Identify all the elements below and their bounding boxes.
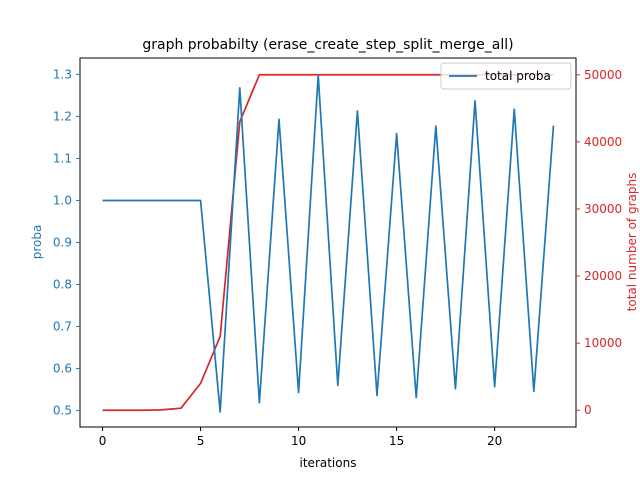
y-left-tick-label: 1.2 <box>53 109 72 123</box>
y-axis-right: 0 10000 20000 30000 40000 50000 <box>576 68 622 417</box>
x-tick-label: 10 <box>291 434 306 448</box>
y-left-tick-label: 0.9 <box>53 236 72 250</box>
y-left-tick-label: 0.5 <box>53 404 72 418</box>
x-axis: 0 5 10 15 20 <box>99 427 502 448</box>
y-left-tick-label: 1.0 <box>53 193 72 207</box>
chart-title: graph probabilty (erase_create_step_spli… <box>142 37 513 53</box>
y-left-tick-label: 0.6 <box>53 362 72 376</box>
y-left-tick-label: 1.1 <box>53 151 72 165</box>
x-tick-label: 5 <box>197 434 205 448</box>
y-axis-label-left: proba <box>30 225 44 260</box>
y-left-tick-label: 1.3 <box>53 67 72 81</box>
y-right-tick-label: 20000 <box>584 269 622 283</box>
y-right-tick-label: 30000 <box>584 202 622 216</box>
y-right-tick-label: 50000 <box>584 68 622 82</box>
y-right-tick-label: 0 <box>584 403 592 417</box>
x-tick-label: 15 <box>389 434 404 448</box>
legend-box <box>440 62 572 90</box>
y-axis-label-right: total number of graphs <box>625 173 639 312</box>
x-tick-label: 20 <box>487 434 502 448</box>
y-left-tick-label: 0.7 <box>53 320 72 334</box>
y-right-tick-label: 40000 <box>584 135 622 149</box>
series-layer <box>102 73 555 413</box>
y-right-tick-label: 10000 <box>584 336 622 350</box>
x-tick-label: 0 <box>99 434 107 448</box>
y-axis-left: 0.5 0.6 0.7 0.8 0.9 1.0 1.1 1.2 1.3 <box>53 67 80 418</box>
legend: total proba <box>440 62 572 90</box>
legend-label: total proba <box>485 69 551 83</box>
x-axis-label: iterations <box>300 456 357 470</box>
y-left-tick-label: 0.8 <box>53 278 72 292</box>
series-line-total-proba <box>102 74 555 413</box>
